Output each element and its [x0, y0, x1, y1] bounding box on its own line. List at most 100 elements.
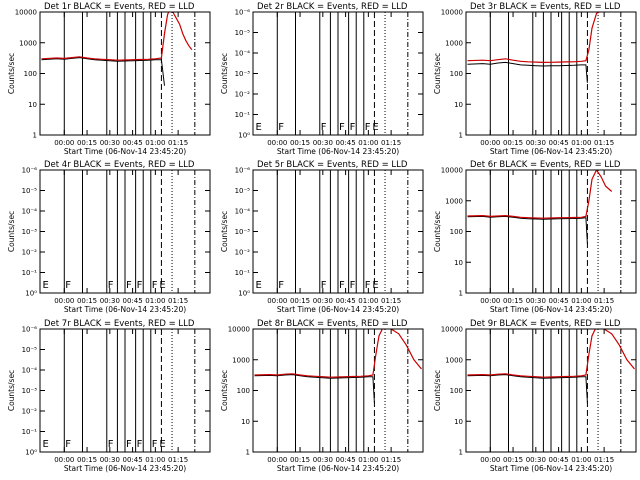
y-tick-label: 10⁰ — [238, 132, 250, 140]
x-tick-label: 00:15 — [503, 297, 523, 305]
x-axis-label: Start Time (06-Nov-14 23:45:20) — [277, 464, 399, 473]
x-tick-label: 01:15 — [168, 456, 188, 464]
lld-series-line — [467, 329, 635, 378]
flag-marker: E — [372, 122, 378, 133]
y-tick-label: 10⁰ — [238, 290, 250, 298]
x-tick-label: 00:00 — [480, 456, 500, 464]
x-tick-label: 00:45 — [548, 297, 568, 305]
x-tick-label: 00:15 — [290, 297, 310, 305]
flag-marker: E — [372, 280, 378, 291]
panel-title: Det 1r BLACK = Events, RED = LLD — [44, 2, 195, 12]
x-tick-label: 00:45 — [122, 297, 142, 305]
x-tick-label: 00:45 — [122, 139, 142, 147]
x-tick-label: 00:30 — [526, 139, 546, 147]
panel-title: Det 4r BLACK = Events, RED = LLD — [44, 160, 195, 170]
x-tick-label: 01:00 — [145, 297, 165, 305]
y-tick-label: 10 — [454, 101, 463, 109]
x-axis-label: Start Time (06-Nov-14 23:45:20) — [277, 147, 399, 156]
events-series-line — [41, 57, 165, 86]
x-axis-label: Start Time (06-Nov-14 23:45:20) — [490, 147, 612, 156]
panel-title: Det 6r BLACK = Events, RED = LLD — [470, 160, 621, 170]
plot-area — [467, 12, 622, 135]
x-tick-label: 01:15 — [381, 139, 401, 147]
events-series-line — [467, 61, 588, 83]
y-tick-label: 1000 — [445, 39, 463, 47]
x-axis-label: Start Time (06-Nov-14 23:45:20) — [64, 305, 186, 314]
events-series-line — [467, 215, 588, 244]
flag-marker: F — [137, 280, 143, 291]
y-tick-label: 10⁻⁴ — [22, 208, 38, 216]
y-tick-label: 10 — [454, 259, 463, 267]
panel-3: Det 3r BLACK = Events, RED = LLD 1 10 100 10… — [433, 2, 637, 156]
flag-marker: F — [65, 280, 71, 291]
x-tick-label: 00:30 — [526, 297, 546, 305]
x-tick-label: 00:00 — [54, 297, 74, 305]
x-tick-label: 00:15 — [77, 139, 97, 147]
y-tick-label: 10 — [28, 101, 37, 109]
x-tick-label: 01:15 — [594, 456, 614, 464]
x-tick-label: 00:45 — [335, 139, 355, 147]
y-tick-label: 10⁻⁶ — [22, 326, 38, 334]
y-tick-label: 10⁻⁶ — [22, 167, 38, 175]
flag-marker: E — [256, 122, 262, 133]
x-tick-label: 01:00 — [145, 456, 165, 464]
flag-marker: F — [278, 122, 284, 133]
y-tick-label: 10⁻⁵ — [235, 29, 251, 37]
y-axis-label: Counts/sec — [220, 53, 229, 94]
y-tick-label: 10⁻¹ — [22, 269, 38, 277]
flag-marker: F — [126, 439, 132, 450]
flag-marker: E — [159, 280, 165, 291]
x-tick-label: 01:00 — [145, 139, 165, 147]
x-tick-label: 01:15 — [168, 139, 188, 147]
x-tick-label: 00:45 — [335, 456, 355, 464]
y-tick-label: 10⁻² — [22, 249, 38, 257]
y-tick-label: 10000 — [228, 326, 250, 334]
y-tick-label: 10⁻⁴ — [235, 208, 251, 216]
y-axis-label: Counts/sec — [433, 53, 442, 94]
y-tick-label: 10⁻² — [22, 408, 38, 416]
y-tick-label: 10⁻⁵ — [22, 346, 38, 354]
flag-marker: F — [350, 122, 356, 133]
panel-title: Det 9r BLACK = Events, RED = LLD — [470, 319, 621, 329]
x-tick-label: 01:15 — [594, 139, 614, 147]
y-tick-label: 10⁰ — [25, 290, 37, 298]
flag-marker: F — [339, 122, 345, 133]
x-axis-label: Start Time (06-Nov-14 23:45:20) — [490, 305, 612, 314]
x-tick-label: 00:00 — [267, 297, 287, 305]
x-tick-label: 01:00 — [358, 139, 378, 147]
flag-marker: E — [43, 280, 49, 291]
panel-8: Det 8r BLACK = Events, RED = LLD 1 10 100 10… — [220, 319, 424, 473]
y-tick-label: 10⁻³ — [22, 228, 38, 236]
x-tick-label: 00:15 — [77, 297, 97, 305]
x-tick-label: 00:00 — [54, 139, 74, 147]
y-tick-label: 100 — [24, 70, 37, 78]
flag-marker: F — [108, 439, 114, 450]
y-axis-label: Counts/sec — [7, 211, 16, 252]
lld-series-line — [254, 329, 422, 378]
x-axis-label: Start Time (06-Nov-14 23:45:20) — [64, 147, 186, 156]
y-tick-label: 10000 — [441, 167, 463, 175]
x-tick-label: 01:00 — [358, 456, 378, 464]
flag-marker: F — [137, 439, 143, 450]
flag-marker: E — [256, 280, 262, 291]
y-tick-label: 10000 — [441, 326, 463, 334]
x-tick-label: 00:45 — [548, 139, 568, 147]
x-tick-label: 00:15 — [290, 456, 310, 464]
y-tick-label: 10⁻⁵ — [22, 187, 38, 195]
flag-marker: F — [126, 280, 132, 291]
y-tick-label: 10⁻¹ — [235, 269, 251, 277]
x-tick-label: 00:00 — [54, 456, 74, 464]
y-tick-label: 10⁻⁴ — [235, 50, 251, 58]
x-tick-label: 00:30 — [100, 297, 120, 305]
flag-marker: F — [321, 122, 327, 133]
y-tick-label: 1 — [246, 449, 250, 457]
x-tick-label: 00:00 — [480, 139, 500, 147]
flag-marker: F — [108, 280, 114, 291]
y-tick-label: 10⁻⁵ — [235, 187, 251, 195]
y-tick-label: 10⁰ — [25, 449, 37, 457]
y-tick-label: 1000 — [445, 197, 463, 205]
y-tick-label: 10⁻³ — [235, 228, 251, 236]
